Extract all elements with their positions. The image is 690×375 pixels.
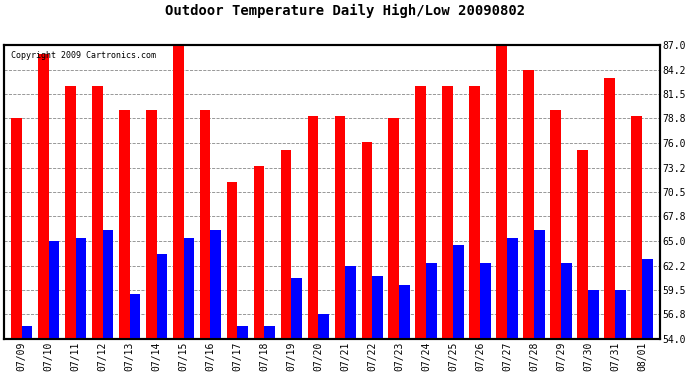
Bar [373, 276, 383, 339]
Bar [631, 116, 642, 339]
Bar [146, 110, 157, 339]
Text: Copyright 2009 Cartronics.com: Copyright 2009 Cartronics.com [11, 51, 156, 60]
Bar [291, 278, 302, 339]
Bar [119, 110, 130, 339]
Bar [199, 110, 210, 339]
Bar [346, 266, 356, 339]
Bar [335, 116, 346, 339]
Bar [254, 166, 264, 339]
Bar [523, 70, 534, 339]
Bar [65, 86, 76, 339]
Bar [308, 116, 318, 339]
Bar [318, 314, 329, 339]
Bar [92, 86, 103, 339]
Bar [551, 110, 561, 339]
Bar [49, 241, 59, 339]
Bar [76, 238, 86, 339]
Bar [157, 254, 168, 339]
Bar [227, 182, 237, 339]
Bar [21, 326, 32, 339]
Text: Outdoor Temperature Daily High/Low 20090802: Outdoor Temperature Daily High/Low 20090… [165, 4, 525, 18]
Bar [362, 142, 373, 339]
Bar [496, 38, 507, 339]
Bar [480, 263, 491, 339]
Bar [561, 263, 572, 339]
Bar [38, 54, 49, 339]
Bar [130, 294, 140, 339]
Bar [426, 263, 437, 339]
Bar [578, 150, 588, 339]
Bar [210, 230, 221, 339]
Bar [281, 150, 291, 339]
Bar [103, 230, 113, 339]
Bar [642, 259, 653, 339]
Bar [615, 290, 626, 339]
Bar [507, 238, 518, 339]
Bar [415, 86, 426, 339]
Bar [469, 86, 480, 339]
Bar [453, 245, 464, 339]
Bar [237, 326, 248, 339]
Bar [388, 118, 400, 339]
Bar [588, 290, 599, 339]
Bar [184, 238, 195, 339]
Bar [604, 78, 615, 339]
Bar [400, 285, 410, 339]
Bar [442, 86, 453, 339]
Bar [534, 230, 545, 339]
Bar [264, 326, 275, 339]
Bar [11, 118, 21, 339]
Bar [172, 38, 184, 339]
